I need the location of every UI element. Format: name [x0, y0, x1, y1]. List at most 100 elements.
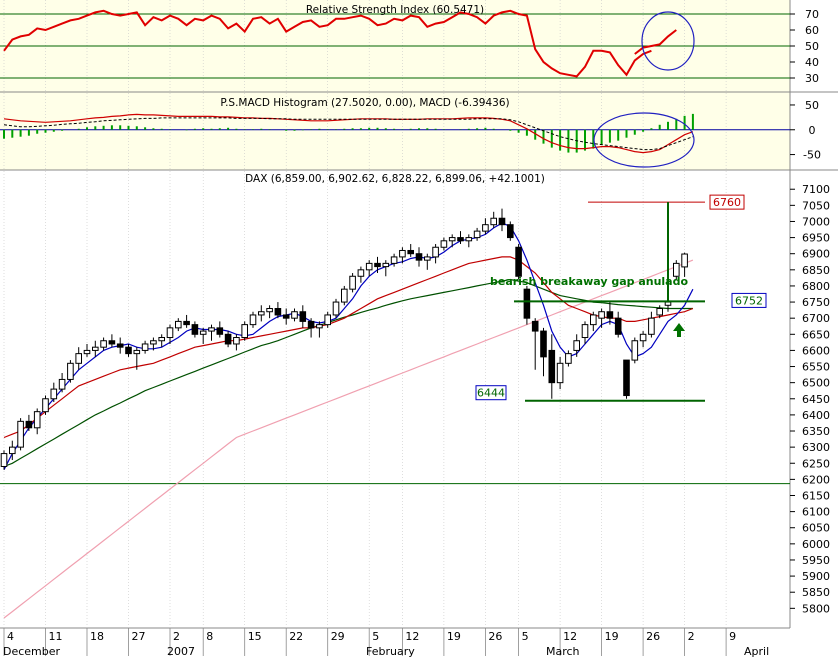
- candle-body: [556, 362, 564, 384]
- rsi-tick-label: 30: [805, 72, 819, 85]
- price-tick-label: 6050: [802, 522, 830, 535]
- candle-body: [382, 262, 390, 268]
- macd-title: P.S.MACD Histogram (27.5020, 0.00), MACD…: [220, 97, 509, 109]
- candle-body: [606, 311, 614, 319]
- macd-line: [3, 113, 694, 154]
- x-tick-label: 2: [173, 630, 180, 643]
- macd-tick-label: 0: [809, 124, 816, 137]
- price-title: DAX (6,859.00, 6,902.62, 6,828.22, 6,899…: [245, 173, 545, 185]
- candle-body: [673, 262, 680, 277]
- candle-body: [639, 333, 647, 342]
- price-tick-label: 6650: [802, 328, 830, 341]
- price-tick-label: 6750: [802, 296, 830, 309]
- candle-body: [581, 324, 589, 339]
- price-tick-label: 6450: [802, 393, 830, 406]
- candle-body: [415, 253, 423, 261]
- low-label: 6444: [477, 387, 505, 400]
- candle-body: [681, 253, 688, 268]
- rsi-tick-label: 70: [805, 8, 819, 21]
- candle-body: [457, 237, 464, 242]
- x-tick-label: 2: [688, 630, 695, 643]
- candle-body: [565, 353, 572, 364]
- candle-body: [0, 453, 8, 467]
- price-tick-label: 6850: [802, 264, 830, 277]
- candle-body: [656, 308, 664, 316]
- x-tick-label: 27: [132, 630, 146, 643]
- price-tick-label: 5800: [802, 602, 830, 615]
- candle-body: [631, 340, 639, 361]
- candle-body: [614, 317, 622, 335]
- candle-body: [33, 411, 41, 429]
- candle-body: [448, 237, 456, 242]
- candle-body: [258, 311, 265, 316]
- candle-body: [590, 314, 597, 326]
- candle-body: [224, 333, 232, 345]
- candle-body: [100, 340, 107, 348]
- candle-body: [523, 288, 531, 319]
- candle-body: [507, 224, 514, 239]
- target-label: 6760: [713, 196, 741, 209]
- candle-body: [116, 343, 124, 348]
- candle-body: [365, 262, 373, 271]
- moving-average-20: [3, 256, 694, 439]
- candle-body: [623, 359, 630, 397]
- candle-body: [299, 311, 307, 322]
- candle-body: [216, 327, 224, 335]
- candle-body: [42, 398, 49, 413]
- price-tick-label: 6000: [802, 538, 830, 551]
- x-tick-label: 12: [563, 630, 577, 643]
- candle-body: [233, 337, 240, 345]
- rsi-tick-label: 40: [805, 56, 819, 69]
- price-tick-label: 6150: [802, 489, 830, 502]
- candle-body: [573, 340, 581, 351]
- candle-body: [540, 330, 547, 358]
- rsi-line: [3, 9, 652, 78]
- rsi-tick-label: 50: [805, 40, 819, 53]
- candle-body: [307, 320, 315, 329]
- candle-body: [141, 343, 149, 351]
- x-tick-label: 19: [605, 630, 619, 643]
- candle-body: [440, 240, 448, 248]
- resistance-label: 6752: [735, 294, 763, 307]
- candle-body: [515, 246, 522, 277]
- low-label-box: [475, 385, 507, 401]
- candle-body: [531, 320, 539, 332]
- month-label: April: [744, 645, 769, 657]
- candle-body: [150, 340, 157, 345]
- candle-body: [349, 275, 356, 290]
- x-tick-label: 5: [522, 630, 529, 643]
- x-tick-label: 8: [206, 630, 213, 643]
- price-tick-label: 6800: [802, 280, 830, 293]
- candle-body: [17, 420, 24, 448]
- candle-body: [482, 224, 489, 232]
- price-tick-label: 7050: [802, 199, 830, 212]
- month-label: 2007: [167, 645, 195, 657]
- price-tick-label: 6950: [802, 232, 830, 245]
- price-tick-label: 6200: [802, 473, 830, 486]
- candle-body: [175, 320, 182, 329]
- price-tick-label: 6100: [802, 506, 830, 519]
- candle-body: [67, 362, 74, 380]
- rsi-line-recent: [634, 29, 677, 55]
- candle-body: [490, 217, 497, 226]
- candle-body: [341, 288, 348, 303]
- x-tick-label: 11: [49, 630, 63, 643]
- price-tick-label: 6250: [802, 457, 830, 470]
- candle-body: [50, 388, 58, 400]
- price-tick-label: 6500: [802, 377, 830, 390]
- x-tick-label: 29: [331, 630, 345, 643]
- candle-body: [58, 378, 66, 390]
- candle-body: [498, 217, 506, 226]
- candle-body: [424, 256, 431, 261]
- target-label-box: [709, 194, 745, 210]
- candle-body: [374, 262, 381, 268]
- candle-body: [166, 327, 174, 339]
- macd-tick-label: 50: [805, 99, 819, 112]
- candle-body: [199, 330, 207, 335]
- price-tick-label: 5950: [802, 554, 830, 567]
- candle-body: [407, 249, 414, 255]
- candle-body: [282, 314, 290, 319]
- x-tick-label: 22: [289, 630, 303, 643]
